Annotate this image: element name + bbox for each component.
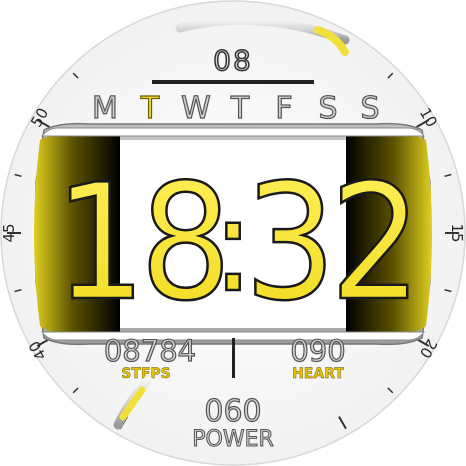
power-label: POWER — [192, 427, 274, 452]
top-arc-fill — [314, 26, 349, 56]
bezel-tick — [387, 387, 394, 394]
bezel-tick — [338, 416, 347, 430]
time-minutes: 32 — [244, 149, 415, 336]
weekday-4: F — [275, 91, 292, 126]
time-display: 18 : 32 — [53, 148, 423, 338]
bezel-tick — [444, 173, 452, 178]
weekday-6: S — [360, 91, 379, 126]
time-panel — [120, 140, 346, 328]
date-value: 08 — [213, 44, 253, 77]
bezel-tick — [72, 387, 79, 394]
stats-divider — [232, 338, 235, 378]
power-gauge-fill — [119, 386, 146, 421]
weekday-3: T — [230, 91, 250, 126]
time-hours: 18 — [54, 149, 225, 336]
bezel-tick — [444, 288, 452, 293]
weekday-5: S — [318, 91, 337, 126]
weekday-2: W — [181, 91, 211, 126]
steps-value: 08784 — [104, 334, 196, 368]
weekday-1-active: T — [140, 91, 160, 126]
bezel-tick — [36, 119, 50, 128]
time-colon: : — [211, 169, 255, 321]
bezel-tick — [14, 173, 22, 178]
left-yellow-tube — [34, 134, 120, 334]
right-yellow-tube — [346, 134, 432, 334]
bezel-tick — [416, 119, 430, 128]
time-frame-bottom-trim — [40, 331, 426, 341]
weekday-0: M — [92, 91, 118, 126]
steps-label: STEPS — [121, 366, 171, 382]
bezel-number-45: 45 — [0, 223, 18, 242]
bezel-tick — [14, 288, 22, 293]
date-underline — [152, 80, 314, 84]
bezel-number-15: 15 — [448, 223, 466, 242]
heart-label: HEART — [292, 366, 344, 382]
bezel-tick — [72, 72, 79, 79]
heart-value: 090 — [290, 334, 345, 368]
time-frame-top-trim — [40, 127, 426, 137]
bezel-tick — [387, 72, 394, 79]
power-value: 060 — [204, 394, 261, 429]
